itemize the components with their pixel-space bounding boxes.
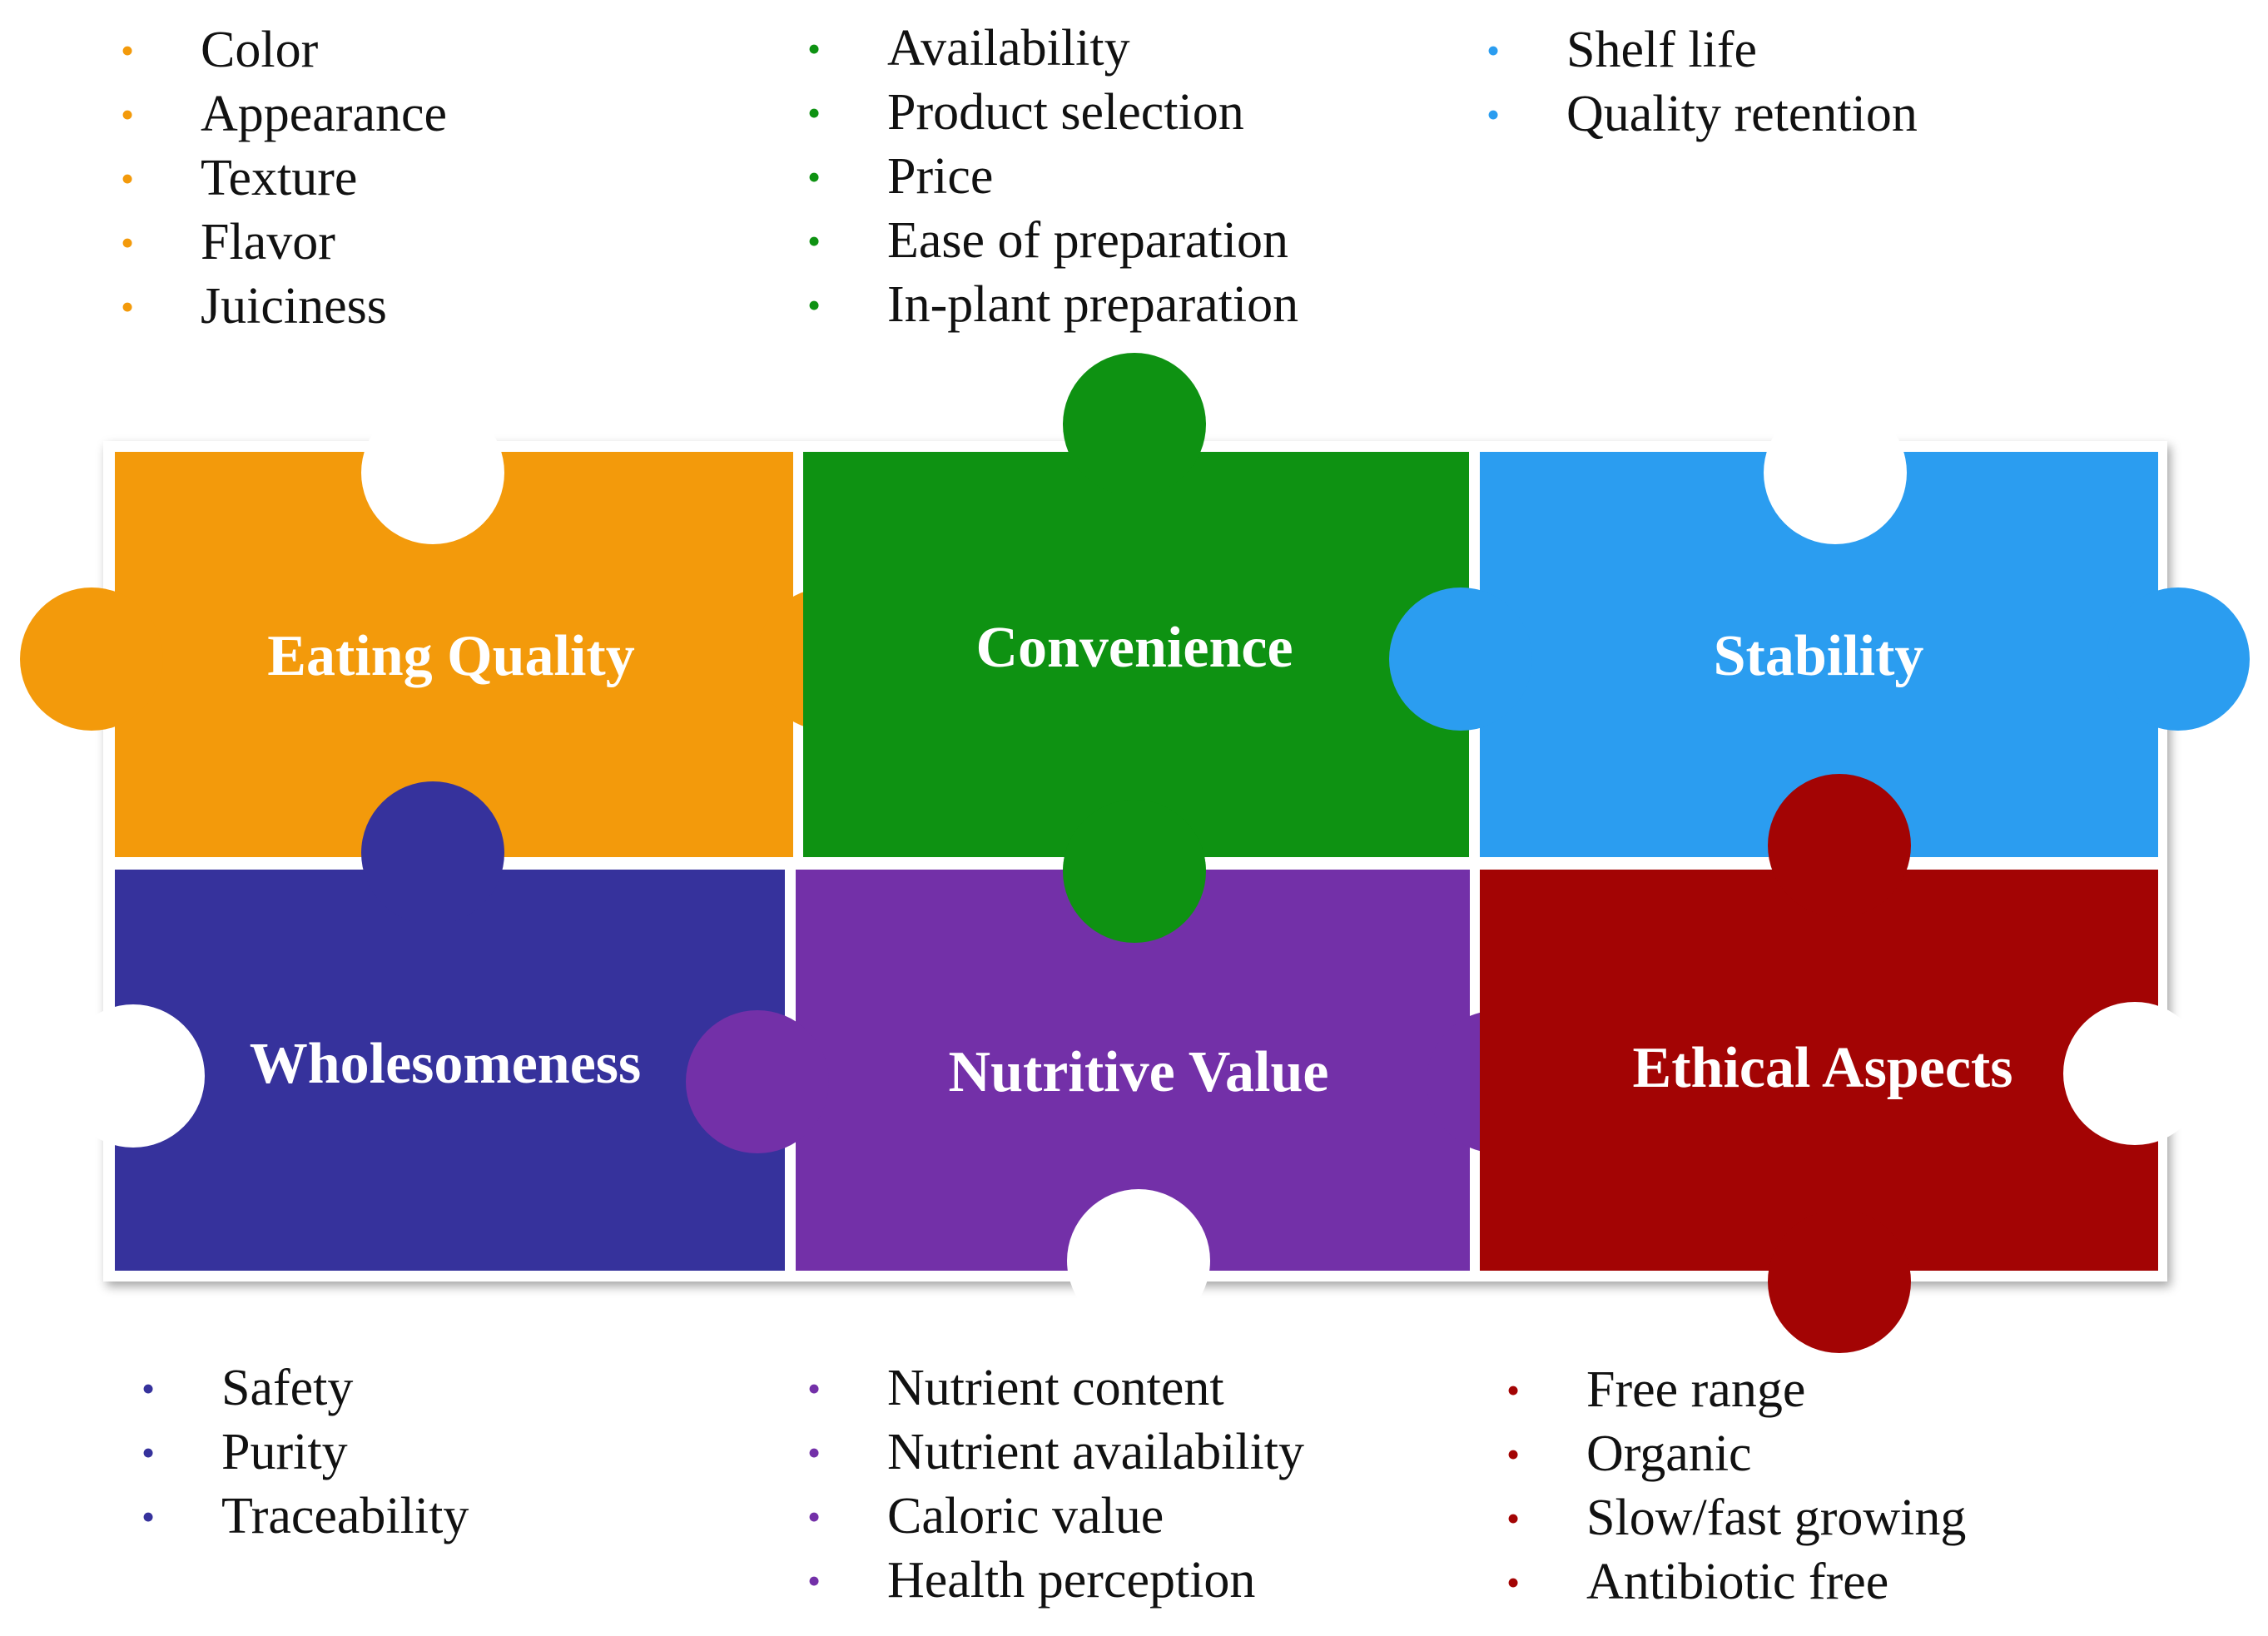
list-wholesomeness: • Safety • Purity • Traceability bbox=[141, 1356, 469, 1549]
list-item-label: Nutrient availability bbox=[887, 1424, 1305, 1480]
list-item-label: Antibiotic free bbox=[1586, 1554, 1889, 1610]
piece-nutritive-value: Nutritive Value bbox=[686, 800, 1570, 1332]
bullet-icon: • bbox=[1506, 1561, 1521, 1604]
piece-label-ethical-aspects: Ethical Aspects bbox=[1633, 1036, 2013, 1100]
bullet-icon: • bbox=[1506, 1497, 1521, 1539]
list-item-label: Purity bbox=[221, 1424, 348, 1480]
list-item-label: In-plant preparation bbox=[887, 276, 1299, 333]
list-item-label: Organic bbox=[1586, 1425, 1752, 1482]
list-convenience: • Availability • Product selection • Price • Ea… bbox=[807, 17, 1298, 337]
list-item-label: Traceability bbox=[221, 1488, 469, 1544]
bullet-icon: • bbox=[121, 157, 135, 200]
bullet-icon: • bbox=[807, 284, 821, 326]
bullet-icon: • bbox=[141, 1495, 156, 1538]
list-item: • Purity bbox=[141, 1420, 469, 1485]
list-item-label: Nutrient content bbox=[887, 1360, 1224, 1416]
piece-eating-quality: Eating Quality bbox=[20, 401, 900, 857]
list-item-label: Color bbox=[201, 22, 319, 78]
list-item: • Appearance bbox=[121, 82, 447, 146]
piece-label-nutritive-value: Nutritive Value bbox=[949, 1040, 1329, 1104]
list-item-label: Shelf life bbox=[1566, 22, 1757, 78]
list-item: • Caloric value bbox=[807, 1485, 1304, 1549]
list-item-label: Flavor bbox=[201, 214, 335, 270]
list-item-label: Slow/fast growing bbox=[1586, 1490, 1967, 1546]
list-item: • Color bbox=[121, 18, 447, 82]
list-item: • Juiciness bbox=[121, 275, 447, 339]
list-ethical-aspects: • Free range • Organic • Slow/fast growing • An… bbox=[1506, 1358, 1966, 1614]
piece-label-convenience: Convenience bbox=[975, 616, 1293, 680]
bullet-icon: • bbox=[1486, 29, 1501, 72]
bullet-icon: • bbox=[807, 1495, 821, 1538]
list-item-label: Availability bbox=[887, 20, 1130, 77]
bullet-icon: • bbox=[807, 156, 821, 198]
list-nutritive-value: • Nutrient content • Nutrient availability •… bbox=[807, 1356, 1304, 1613]
piece-convenience: Convenience bbox=[803, 353, 1469, 943]
bullet-icon: • bbox=[807, 92, 821, 134]
list-item: • Ease of preparation bbox=[807, 209, 1298, 273]
piece-wholesomeness: Wholesomeness bbox=[62, 781, 785, 1271]
list-item-label: Safety bbox=[221, 1360, 354, 1416]
list-item: • Shelf life bbox=[1486, 18, 1918, 82]
list-item: • Health perception bbox=[807, 1549, 1304, 1613]
piece-label-stability: Stability bbox=[1714, 624, 1924, 688]
list-item: • In-plant preparation bbox=[807, 273, 1298, 337]
list-item-label: Quality retention bbox=[1566, 86, 1918, 142]
list-item-label: Juiciness bbox=[201, 278, 387, 335]
list-item-label: Appearance bbox=[201, 86, 448, 142]
list-item-label: Free range bbox=[1586, 1361, 1806, 1418]
bullet-icon: • bbox=[121, 221, 135, 264]
list-item: • Availability bbox=[807, 17, 1298, 81]
piece-ethical-aspects: Ethical Aspects bbox=[1480, 774, 2206, 1353]
bullet-icon: • bbox=[807, 27, 821, 70]
list-item: • Nutrient content bbox=[807, 1356, 1304, 1420]
list-item-label: Caloric value bbox=[887, 1488, 1164, 1544]
piece-label-wholesomeness: Wholesomeness bbox=[250, 1032, 642, 1096]
list-item: • Traceability bbox=[141, 1485, 469, 1549]
list-item: • Nutrient availability bbox=[807, 1420, 1304, 1485]
piece-label-eating-quality: Eating Quality bbox=[267, 624, 634, 688]
list-item: • Product selection bbox=[807, 81, 1298, 145]
bullet-icon: • bbox=[807, 220, 821, 262]
bullet-icon: • bbox=[121, 29, 135, 72]
bullet-icon: • bbox=[807, 1559, 821, 1602]
bullet-icon: • bbox=[121, 285, 135, 328]
bullet-icon: • bbox=[141, 1431, 156, 1474]
list-item: • Organic bbox=[1506, 1422, 1966, 1486]
list-item: • Quality retention bbox=[1486, 82, 1918, 146]
list-item: • Price bbox=[807, 145, 1298, 209]
list-item-label: Health perception bbox=[887, 1552, 1256, 1609]
bullet-icon: • bbox=[141, 1367, 156, 1410]
bullet-icon: • bbox=[121, 93, 135, 136]
bullet-icon: • bbox=[1506, 1433, 1521, 1475]
bullet-icon: • bbox=[807, 1367, 821, 1410]
list-item: • Free range bbox=[1506, 1358, 1966, 1422]
list-item-label: Price bbox=[887, 148, 994, 205]
list-eating-quality: • Color • Appearance • Texture • Flavor • Juicine… bbox=[121, 18, 447, 339]
list-item: • Texture bbox=[121, 146, 447, 211]
list-item-label: Texture bbox=[201, 150, 358, 206]
list-item-label: Ease of preparation bbox=[887, 212, 1288, 269]
list-item: • Slow/fast growing bbox=[1506, 1486, 1966, 1550]
list-item-label: Product selection bbox=[887, 84, 1244, 141]
list-item: • Safety bbox=[141, 1356, 469, 1420]
list-item: • Antibiotic free bbox=[1506, 1550, 1966, 1614]
list-item: • Flavor bbox=[121, 211, 447, 275]
list-stability: • Shelf life • Quality retention bbox=[1486, 18, 1918, 146]
bullet-icon: • bbox=[807, 1431, 821, 1474]
bullet-icon: • bbox=[1506, 1369, 1521, 1411]
bullet-icon: • bbox=[1486, 93, 1501, 136]
